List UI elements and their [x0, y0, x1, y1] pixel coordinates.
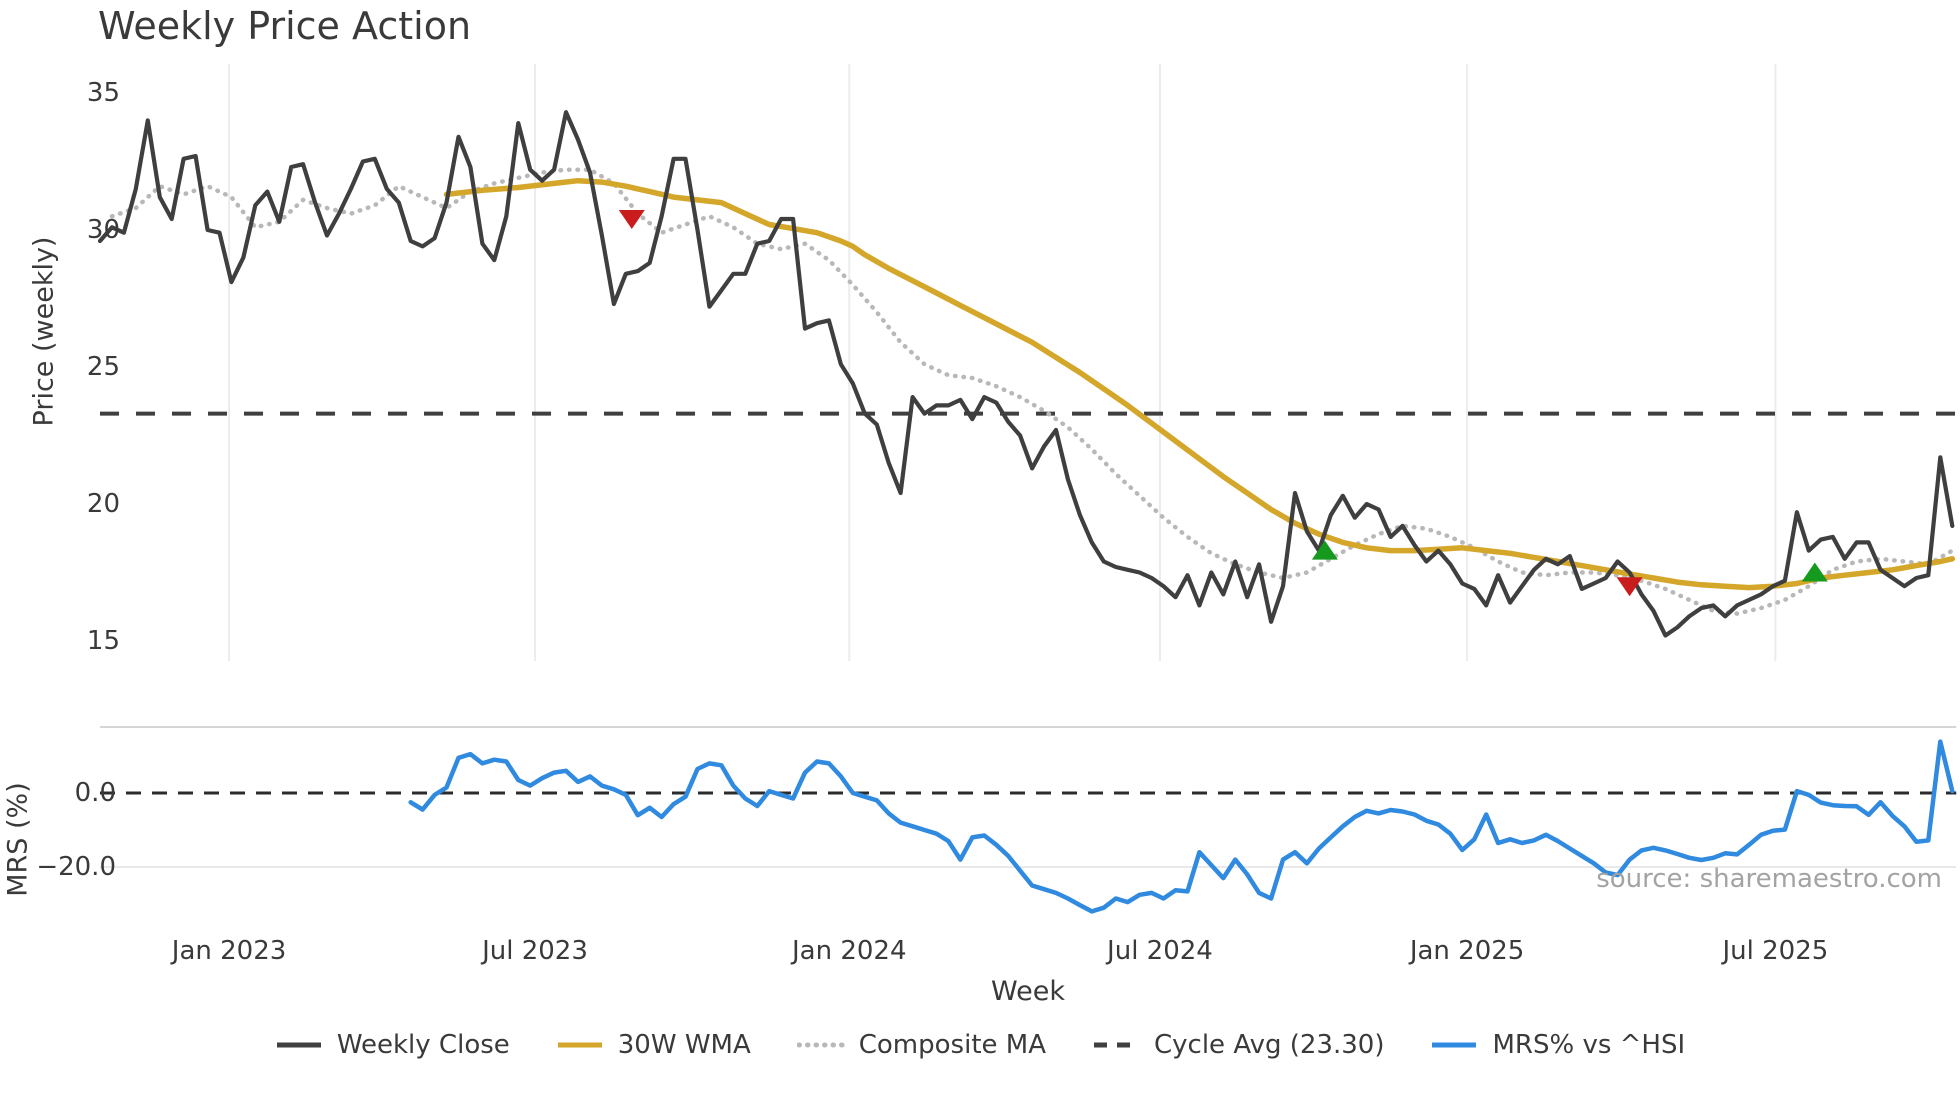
price-y-tick-label: 35	[86, 78, 120, 108]
mrs-line	[408, 739, 1955, 914]
legend-line-sample-icon	[1432, 1042, 1477, 1048]
x-tick-label: Jul 2023	[482, 936, 588, 966]
mrs-y-tick-label: 0.0	[74, 778, 116, 808]
legend: Weekly Close 30W WMA Composite MA Cycle Avg…	[0, 1030, 1960, 1060]
composite-ma-line	[109, 167, 1955, 616]
price-y-tick-label: 15	[86, 626, 120, 656]
sell-signal-marker	[618, 210, 645, 230]
legend-item: Composite MA	[796, 1030, 1046, 1060]
x-tick-label: Jul 2025	[1722, 936, 1829, 966]
mrs-y-axis-label: MRS (%)	[2, 782, 34, 897]
legend-label: Cycle Avg (23.30)	[1154, 1030, 1385, 1060]
legend-line-sample-icon	[557, 1042, 602, 1048]
x-tick-label: Jan 2025	[1409, 936, 1525, 966]
legend-item: MRS% vs ^HSI	[1430, 1030, 1685, 1060]
buy-signal-marker	[1801, 562, 1828, 582]
legend-label: Weekly Close	[336, 1030, 510, 1060]
legend-item: 30W WMA	[556, 1030, 751, 1060]
x-axis-label: Week	[991, 976, 1065, 1007]
price-y-axis-label: Price (weekly)	[28, 236, 60, 427]
sell-signal-marker	[1616, 577, 1643, 597]
legend-item: Weekly Close	[275, 1030, 510, 1060]
weekly-close-line	[97, 110, 1955, 638]
legend-line-sample-icon	[276, 1042, 321, 1048]
x-tick-label: Jan 2023	[171, 936, 287, 966]
legend-item: Cycle Avg (23.30)	[1092, 1030, 1384, 1060]
source-note: source: sharemaestro.com	[1596, 864, 1942, 894]
price-y-tick-label: 20	[86, 489, 120, 519]
x-tick-label: Jan 2024	[791, 936, 907, 966]
buy-signal-marker	[1311, 540, 1338, 560]
legend-line-sample-icon	[796, 1042, 845, 1048]
legend-line-sample-icon	[1094, 1042, 1138, 1048]
mrs-y-tick-label: −20.0	[36, 852, 116, 882]
x-tick-label: Jul 2024	[1107, 936, 1213, 966]
price-y-tick-label: 30	[86, 215, 120, 245]
legend-label: MRS% vs ^HSI	[1492, 1030, 1686, 1060]
price-y-tick-label: 25	[86, 352, 120, 382]
chart-title: Weekly Price Action	[98, 4, 472, 48]
wma-30w-line	[443, 177, 1956, 591]
legend-label: 30W WMA	[617, 1030, 751, 1060]
legend-label: Composite MA	[858, 1030, 1046, 1060]
